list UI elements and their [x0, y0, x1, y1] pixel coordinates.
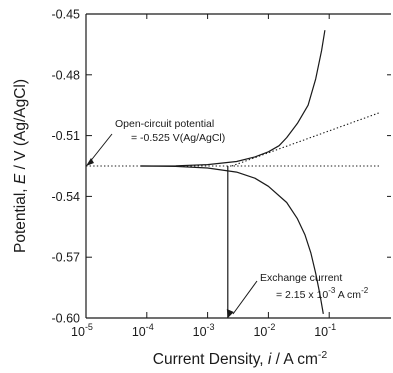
- x-tick-label: 10-1: [314, 322, 336, 339]
- series-line-4: [231, 111, 381, 167]
- annotation-arrowhead: [86, 158, 94, 166]
- annotation-ocp-line2: = -0.525 V(Ag/AgCl): [131, 132, 225, 144]
- series-line-2: [140, 165, 324, 315]
- annotation-exchange-arrow: [232, 280, 258, 315]
- annotation-ocp-line1: Open-circuit potential: [115, 118, 214, 130]
- x-tick-label: 10-3: [193, 322, 215, 339]
- y-tick-label: -0.45: [52, 8, 81, 22]
- x-tick-label: 10-2: [253, 322, 275, 339]
- annotation-exchange-line2: = 2.15 x 10-3 A cm-2: [276, 286, 369, 301]
- y-tick-label: -0.48: [52, 68, 81, 82]
- y-axis-title: Potential, E / V (Ag/AgCl): [12, 79, 29, 253]
- series-line-1: [140, 30, 326, 167]
- y-tick-label: -0.51: [52, 129, 81, 143]
- annotation-arrowhead: [226, 309, 234, 318]
- annotation-exchange-line1: Exchange current: [260, 272, 342, 284]
- annotation-ocp-arrow: [88, 133, 113, 164]
- y-tick-label: -0.60: [52, 312, 81, 326]
- x-axis-title: Current Density, i / A cm-2: [153, 349, 328, 368]
- y-tick-label: -0.57: [52, 251, 81, 265]
- y-tick-label: -0.54: [52, 190, 81, 204]
- x-tick-label: 10-4: [132, 322, 154, 339]
- x-tick-label: 10-5: [71, 322, 93, 339]
- series-layer: [86, 30, 381, 318]
